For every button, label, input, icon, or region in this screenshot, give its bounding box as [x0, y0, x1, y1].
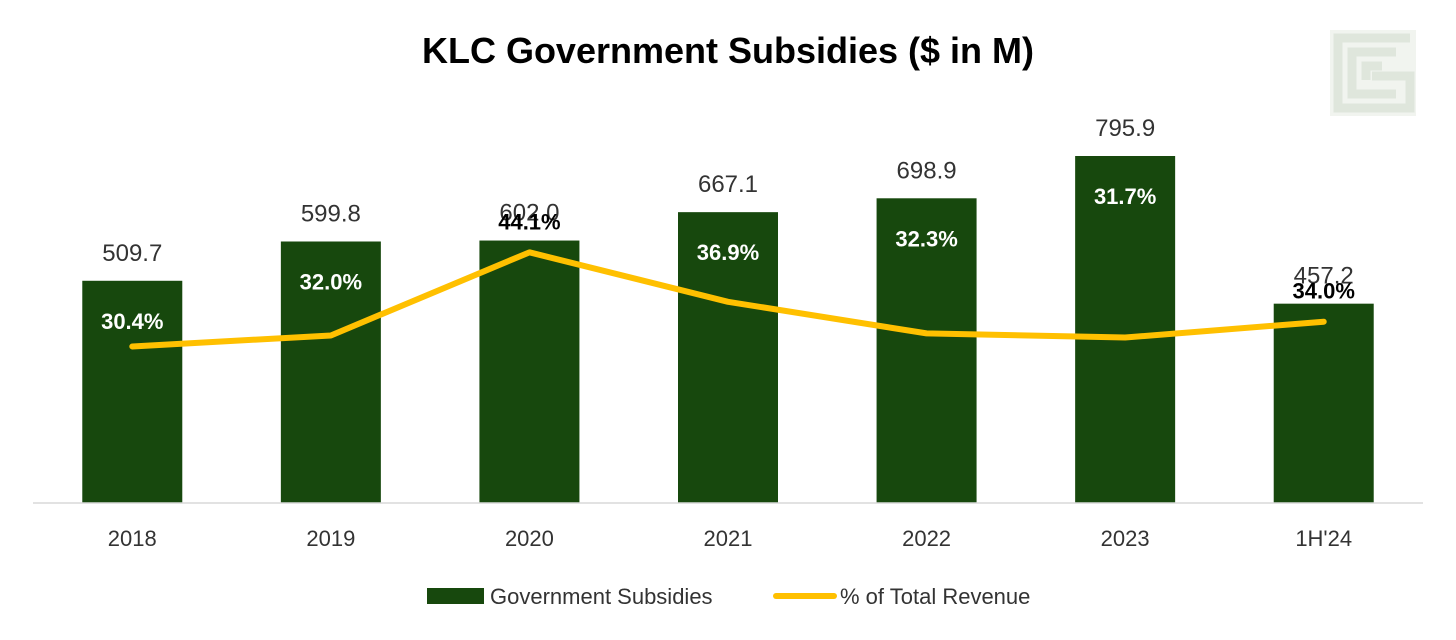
bar-value-label-5: 795.9 [1095, 115, 1155, 142]
pct-value-label-5: 31.7% [1094, 184, 1156, 209]
x-tick-label-2: 2020 [505, 526, 554, 551]
x-tick-label-1: 2019 [306, 526, 355, 551]
bar-value-label-3: 667.1 [698, 171, 758, 198]
pct-value-label-2: 44.1% [498, 209, 560, 234]
x-tick-label-4: 2022 [902, 526, 951, 551]
logo-icon [1330, 30, 1416, 116]
bar-4 [876, 198, 977, 504]
bar-5 [1075, 156, 1176, 503]
bar-6 [1273, 303, 1374, 503]
bar-1 [280, 241, 381, 503]
x-tick-label-6: 1H'24 [1295, 526, 1352, 551]
legend-swatch-government-subsidies [427, 588, 484, 604]
pct-value-label-4: 32.3% [895, 226, 957, 251]
pct-value-label-6: 34.0% [1293, 279, 1355, 304]
legend-label-government-subsidies: Government Subsidies [490, 584, 713, 609]
bar-value-label-6: 457.2 [1294, 263, 1354, 290]
labels-layer: 509.7 30.4% 599.8 32.0% 602.044.1% 667.1 36.9%… [101, 115, 1355, 347]
bar-value-label-0: 509.7 [102, 240, 162, 267]
bar-2 [479, 240, 580, 503]
pct-value-label-1: 32.0% [300, 269, 362, 294]
bar-value-label-1: 599.8 [301, 200, 361, 227]
bar-value-label-4: 698.9 [897, 157, 957, 184]
legend: Government Subsidies % of Total Revenue [427, 584, 1030, 609]
bar-3 [678, 212, 778, 504]
x-tick-label-5: 2023 [1101, 526, 1150, 551]
chart-title: KLC Government Subsidies ($ in M) [422, 30, 1034, 71]
bar-value-label-2: 602.0 [499, 200, 559, 227]
bar-0 [82, 280, 183, 503]
bars-layer [82, 156, 1374, 504]
x-ticks: 2018 2019 2020 2021 2022 2023 1H'24 [108, 526, 1352, 551]
legend-label-pct-of-revenue: % of Total Revenue [840, 584, 1030, 609]
pct-value-label-0: 30.4% [101, 309, 163, 334]
pct-value-label-3: 36.9% [697, 240, 759, 265]
x-tick-label-3: 2021 [704, 526, 753, 551]
x-tick-label-0: 2018 [108, 526, 157, 551]
